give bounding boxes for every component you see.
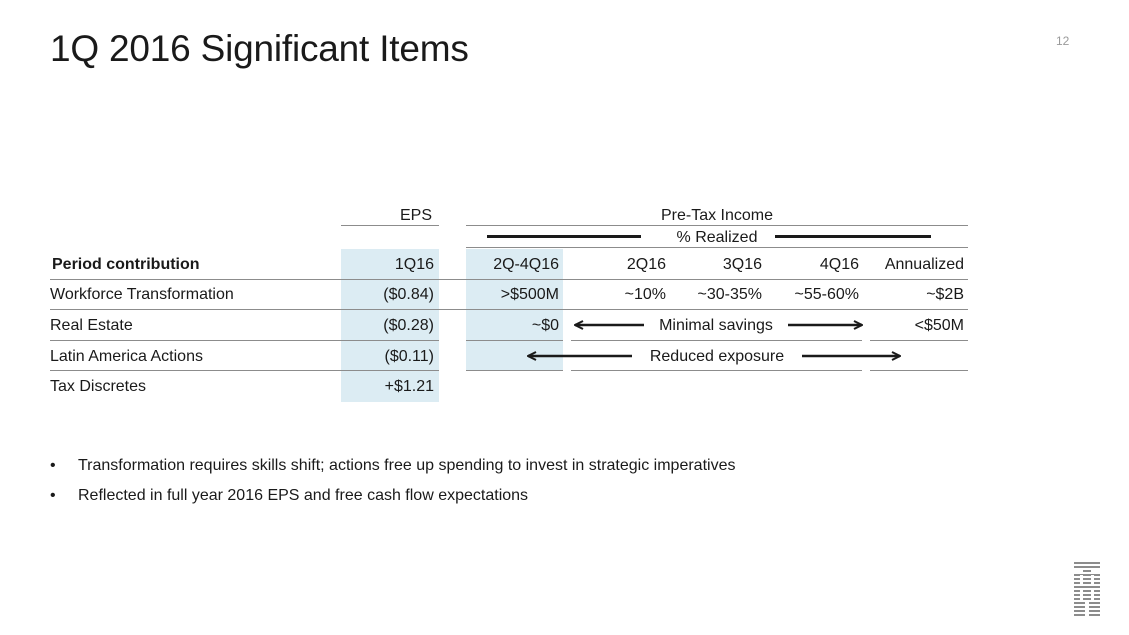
page-number: 12 [1056,34,1070,48]
row-rule [571,340,862,341]
table-row-label: Latin America Actions [50,348,203,365]
q2-4-col-header: 2Q-4Q16 [493,256,559,273]
row-rule [466,370,563,371]
pretax-header-rule [466,225,968,226]
bullet-text: Transformation requires skills shift; ac… [78,457,736,474]
q2-4-column-shade [466,249,563,371]
row-rule [466,340,563,341]
bullet-text: Reflected in full year 2016 EPS and free… [78,487,529,504]
q3-col-header: 3Q16 [722,256,762,273]
table-row-label: Real Estate [50,317,133,334]
bullet-marker: • [50,457,56,474]
row-rule [50,279,968,280]
table-row-eps: +$1.21 [384,378,434,395]
eps-column-shade [341,249,439,402]
table-row-eps: ($0.84) [383,286,434,303]
annualized-col-header: Annualized [884,256,964,273]
table-row-q4: ~55-60% [794,286,860,303]
table-row-label: Tax Discretes [50,378,147,395]
bullet-marker: • [50,487,56,504]
table-row-q2-4: >$500M [500,286,559,303]
table-row-eps: ($0.28) [383,317,434,334]
table-row-q2: ~10% [624,286,666,303]
table-row-q3: ~30-35% [697,286,763,303]
pretax-header: Pre-Tax Income [660,207,774,224]
table-row-q2-4: ~$0 [531,317,559,334]
table-row-span-text: Reduced exposure [649,348,785,365]
table-row-label: Workforce Transformation [50,286,234,303]
row-rule [870,370,968,371]
eps-header: EPS [399,207,432,224]
q2-col-header: 2Q16 [626,256,666,273]
eps-header-rule [341,225,439,226]
row-rule [50,309,968,310]
realized-header: % Realized [676,229,758,246]
table-row-annualized: ~$2B [926,286,964,303]
row-rule [50,370,439,371]
table-row-span-text: Minimal savings [659,317,773,334]
realized-header-rule [466,247,968,248]
realized-bracket-left [487,235,641,238]
slide-title: 1Q 2016 Significant Items [50,28,469,69]
table-row-annualized: <$50M [914,317,964,334]
table-row-eps: ($0.11) [384,348,434,365]
realized-bracket-right [775,235,931,238]
ibm-logo-icon [1074,562,1100,616]
q4-col-header: 4Q16 [819,256,859,273]
row-rule [870,340,968,341]
row-rule [571,370,862,371]
period-contribution-label: Period contribution [52,256,200,273]
row-rule [50,340,439,341]
eps-col-header: 1Q16 [394,256,434,273]
